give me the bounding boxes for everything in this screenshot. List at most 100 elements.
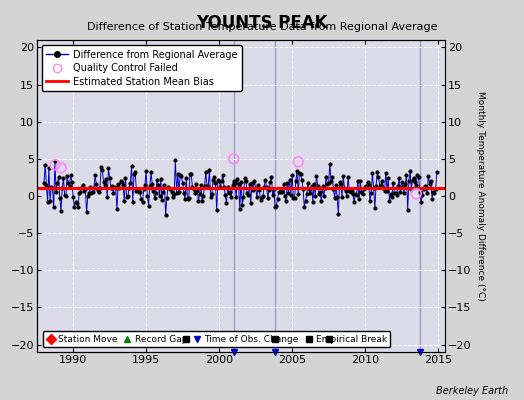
- Point: [270, 185, 278, 192]
- Point: [54, 174, 63, 180]
- Point: [58, 185, 67, 191]
- Point: [199, 193, 208, 199]
- Point: [226, 189, 234, 195]
- Point: [278, 189, 287, 196]
- Text: Difference of Station Temperature Data from Regional Average: Difference of Station Temperature Data f…: [87, 22, 437, 32]
- Text: Berkeley Earth: Berkeley Earth: [436, 386, 508, 396]
- Point: [73, 200, 81, 206]
- Point: [369, 185, 378, 191]
- Point: [287, 191, 295, 198]
- Point: [109, 190, 117, 197]
- Point: [155, 192, 163, 199]
- Point: [208, 190, 216, 197]
- Point: [310, 180, 318, 187]
- Point: [304, 180, 312, 186]
- Point: [384, 175, 392, 181]
- Point: [173, 170, 182, 177]
- Point: [261, 177, 269, 184]
- Point: [67, 172, 75, 178]
- Point: [211, 180, 220, 186]
- Point: [104, 165, 113, 172]
- Point: [410, 175, 418, 182]
- Point: [244, 192, 253, 198]
- Point: [217, 178, 226, 184]
- Point: [222, 200, 231, 207]
- Point: [47, 184, 56, 190]
- Point: [406, 168, 414, 174]
- Point: [260, 184, 268, 190]
- Point: [271, 204, 279, 210]
- Point: [200, 183, 209, 189]
- Point: [116, 178, 125, 184]
- Point: [357, 188, 366, 195]
- Point: [255, 187, 264, 194]
- Point: [219, 171, 227, 178]
- Point: [295, 170, 303, 176]
- Point: [170, 191, 178, 197]
- Point: [77, 188, 85, 195]
- Point: [283, 179, 291, 186]
- Y-axis label: Monthly Temperature Anomaly Difference (°C): Monthly Temperature Anomaly Difference (…: [476, 91, 485, 301]
- Point: [94, 189, 103, 196]
- Point: [175, 189, 183, 196]
- Point: [119, 182, 127, 188]
- Point: [389, 180, 397, 187]
- Point: [187, 171, 195, 177]
- Point: [342, 188, 350, 194]
- Point: [308, 183, 316, 190]
- Point: [147, 169, 155, 176]
- Point: [265, 187, 273, 194]
- Point: [179, 180, 187, 186]
- Point: [344, 174, 352, 180]
- Point: [84, 193, 92, 199]
- Point: [383, 188, 391, 194]
- Point: [282, 198, 290, 204]
- Point: [376, 183, 384, 190]
- Point: [252, 185, 260, 192]
- Point: [152, 190, 160, 196]
- Point: [388, 194, 396, 200]
- Point: [186, 170, 194, 177]
- Point: [102, 176, 110, 182]
- Point: [48, 185, 57, 191]
- Point: [63, 173, 71, 180]
- Point: [165, 184, 173, 191]
- Point: [53, 180, 61, 186]
- Point: [247, 200, 255, 206]
- Point: [237, 178, 245, 185]
- Point: [115, 185, 124, 191]
- Point: [391, 190, 400, 196]
- Point: [123, 194, 131, 201]
- Point: [336, 181, 345, 187]
- Point: [390, 190, 399, 196]
- Point: [142, 168, 150, 174]
- Point: [358, 191, 367, 198]
- Point: [285, 189, 293, 196]
- Point: [239, 194, 248, 200]
- Point: [62, 193, 70, 200]
- Point: [399, 184, 407, 190]
- Point: [396, 189, 405, 196]
- Point: [266, 179, 275, 185]
- Point: [327, 178, 335, 184]
- Point: [195, 191, 204, 197]
- Point: [302, 191, 311, 198]
- Point: [338, 194, 346, 200]
- Point: [69, 194, 78, 200]
- Point: [345, 188, 354, 194]
- Point: [353, 192, 361, 198]
- Point: [159, 189, 167, 195]
- Point: [137, 196, 146, 202]
- Point: [118, 179, 126, 185]
- Point: [298, 177, 306, 183]
- Point: [158, 197, 166, 203]
- Point: [189, 186, 198, 192]
- Point: [277, 188, 286, 194]
- Point: [311, 192, 320, 199]
- Point: [231, 180, 239, 186]
- Point: [257, 194, 266, 201]
- Point: [351, 190, 359, 197]
- Point: [127, 163, 136, 170]
- Point: [184, 195, 193, 202]
- Point: [92, 181, 101, 188]
